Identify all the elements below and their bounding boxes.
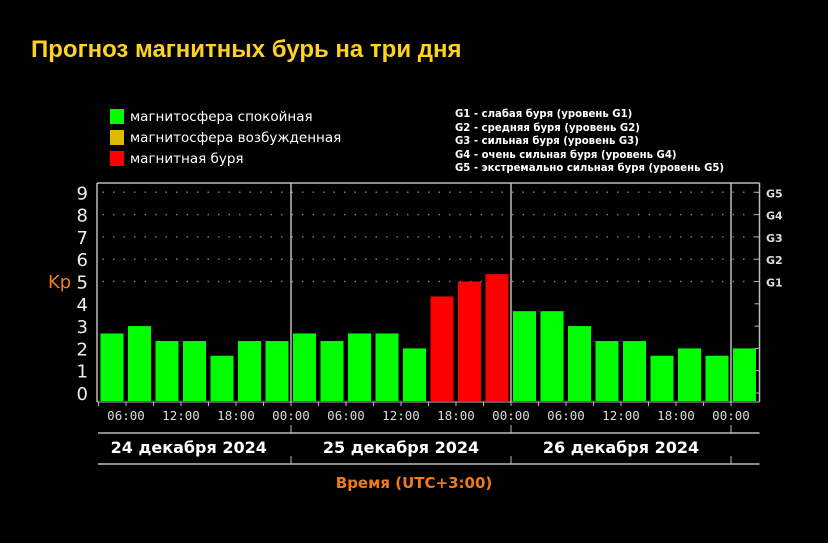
kp-bar — [128, 326, 151, 401]
y-tick-label: 2 — [77, 339, 88, 360]
kp-bar — [265, 341, 289, 401]
x-tick-label: 00:00 — [492, 408, 530, 423]
y-tick-label: 5 — [77, 273, 88, 294]
y-tick-label: 9 — [77, 183, 88, 204]
page-title: Прогноз магнитных бурь на три дня — [31, 36, 462, 63]
legend-swatch — [110, 151, 124, 166]
g-tick-label: G1 — [766, 277, 783, 290]
x-tick-label: 12:00 — [602, 408, 640, 423]
g-scale-legend: G1 - слабая буря (уровень G1) G2 - средн… — [455, 107, 724, 175]
x-tick-label: 12:00 — [162, 408, 200, 423]
x-tick-label: 18:00 — [217, 408, 255, 423]
kp-bar — [375, 333, 399, 401]
g-tick-label: G5 — [766, 187, 783, 200]
x-tick-label: 06:00 — [327, 408, 365, 423]
g-tick-label: G3 — [766, 232, 783, 245]
kp-bar — [650, 355, 674, 401]
y-tick-label: 0 — [77, 384, 88, 405]
g-legend-item: G3 - сильная буря (уровень G3) — [455, 134, 639, 148]
color-legend: магнитосфера спокойная магнитосфера возб… — [110, 106, 341, 169]
y-tick-label: 8 — [77, 206, 88, 227]
kp-bar — [678, 348, 701, 401]
y-tick-label: 6 — [77, 250, 88, 271]
kp-bar — [568, 326, 591, 401]
g-tick-label: G4 — [766, 210, 783, 223]
g-legend-item: G5 - экстремально сильная буря (уровень … — [455, 161, 725, 175]
x-tick-label: 18:00 — [657, 408, 695, 423]
kp-bar — [320, 341, 344, 401]
y-tick-label: 4 — [77, 295, 88, 316]
legend-label: магнитосфера возбужденная — [130, 129, 342, 146]
y-tick-label: 1 — [77, 362, 88, 383]
kp-bar — [430, 296, 454, 401]
kp-bar — [623, 341, 646, 401]
kp-bar — [733, 348, 756, 401]
legend-item-storm: магнитная буря — [110, 148, 341, 169]
legend-swatch — [110, 130, 124, 145]
kp-bar — [183, 341, 206, 401]
legend-label: магнитная буря — [130, 150, 244, 167]
x-tick-label: 00:00 — [712, 408, 750, 423]
x-axis-label: Время (UTC+3:00) — [335, 474, 493, 492]
x-tick-label: 06:00 — [107, 408, 145, 423]
x-tick-label: 12:00 — [382, 408, 420, 423]
kp-bar — [705, 355, 729, 401]
x-tick-label: 00:00 — [272, 408, 310, 423]
kp-bar — [458, 281, 481, 401]
g-legend-item: G1 - слабая буря (уровень G1) — [455, 107, 633, 120]
kp-bar — [540, 311, 564, 401]
kp-bar — [238, 341, 261, 401]
kp-bar — [155, 341, 179, 401]
y-tick-label: 3 — [77, 317, 88, 338]
kp-bar — [100, 333, 124, 401]
legend-swatch — [110, 109, 124, 124]
g-legend-item: G2 - средняя буря (уровень G2) — [455, 120, 640, 134]
kp-bar — [293, 333, 316, 401]
date-label: 26 декабря 2024 — [543, 438, 699, 457]
y-tick-label: 7 — [77, 228, 88, 249]
y-axis-label: Kp — [48, 272, 72, 293]
date-label: 25 декабря 2024 — [323, 438, 479, 457]
x-tick-label: 18:00 — [437, 408, 475, 423]
kp-bar — [595, 341, 619, 401]
kp-bar — [513, 311, 536, 401]
g-legend-item: G4 - очень сильная буря (уровень G4) — [455, 147, 677, 161]
date-label: 24 декабря 2024 — [111, 438, 267, 457]
legend-item-active: магнитосфера возбужденная — [110, 127, 341, 148]
kp-bar — [485, 274, 509, 401]
kp-bar — [403, 348, 426, 401]
legend-label: магнитосфера спокойная — [130, 108, 313, 125]
kp-bar — [348, 333, 371, 401]
kp-bar — [210, 355, 234, 401]
x-tick-label: 06:00 — [547, 408, 585, 423]
legend-item-quiet: магнитосфера спокойная — [110, 106, 341, 127]
g-tick-label: G2 — [766, 254, 783, 267]
